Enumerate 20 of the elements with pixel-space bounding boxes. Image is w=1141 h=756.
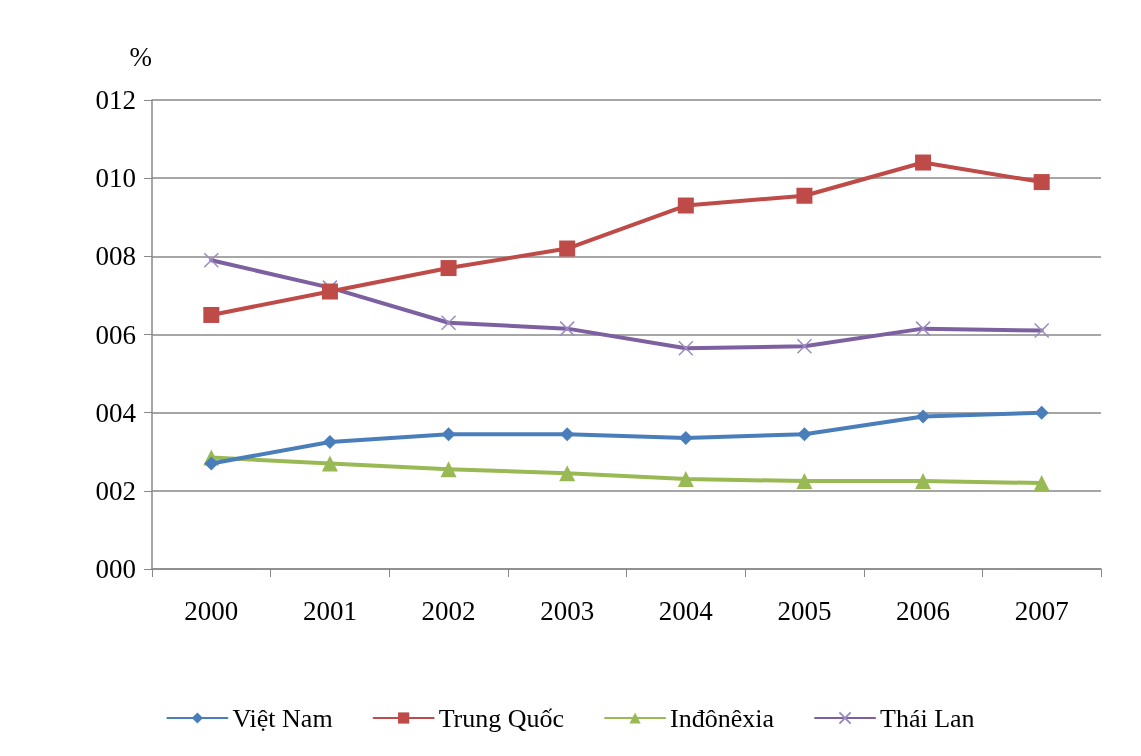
y-tick-label: 010 [95, 163, 136, 194]
y-tick-label: 004 [95, 397, 137, 428]
y-tick-label: 000 [95, 554, 136, 584]
y-axis-title: % [129, 41, 152, 72]
legend-label: Việt Nam [232, 703, 333, 733]
x-tick-label: 2005 [777, 595, 832, 626]
y-tick-label: 012 [95, 85, 136, 115]
x-tick-label: 2006 [896, 595, 951, 626]
x-tick-label: 2004 [658, 595, 714, 626]
legend-label: Thái Lan [880, 703, 975, 733]
legend-label: Trung Quốc [438, 703, 565, 733]
x-tick-label: 2002 [421, 595, 476, 626]
x-tick-label: 2003 [540, 595, 595, 626]
x-tick-label: 2000 [184, 595, 239, 626]
y-tick-label: 008 [95, 241, 136, 272]
x-tick-label: 2007 [1014, 595, 1069, 626]
y-tick-label: 006 [95, 319, 136, 350]
x-tick-label: 2001 [302, 595, 357, 626]
legend-label: Inđônêxia [670, 703, 775, 733]
y-tick-label: 002 [95, 475, 136, 506]
